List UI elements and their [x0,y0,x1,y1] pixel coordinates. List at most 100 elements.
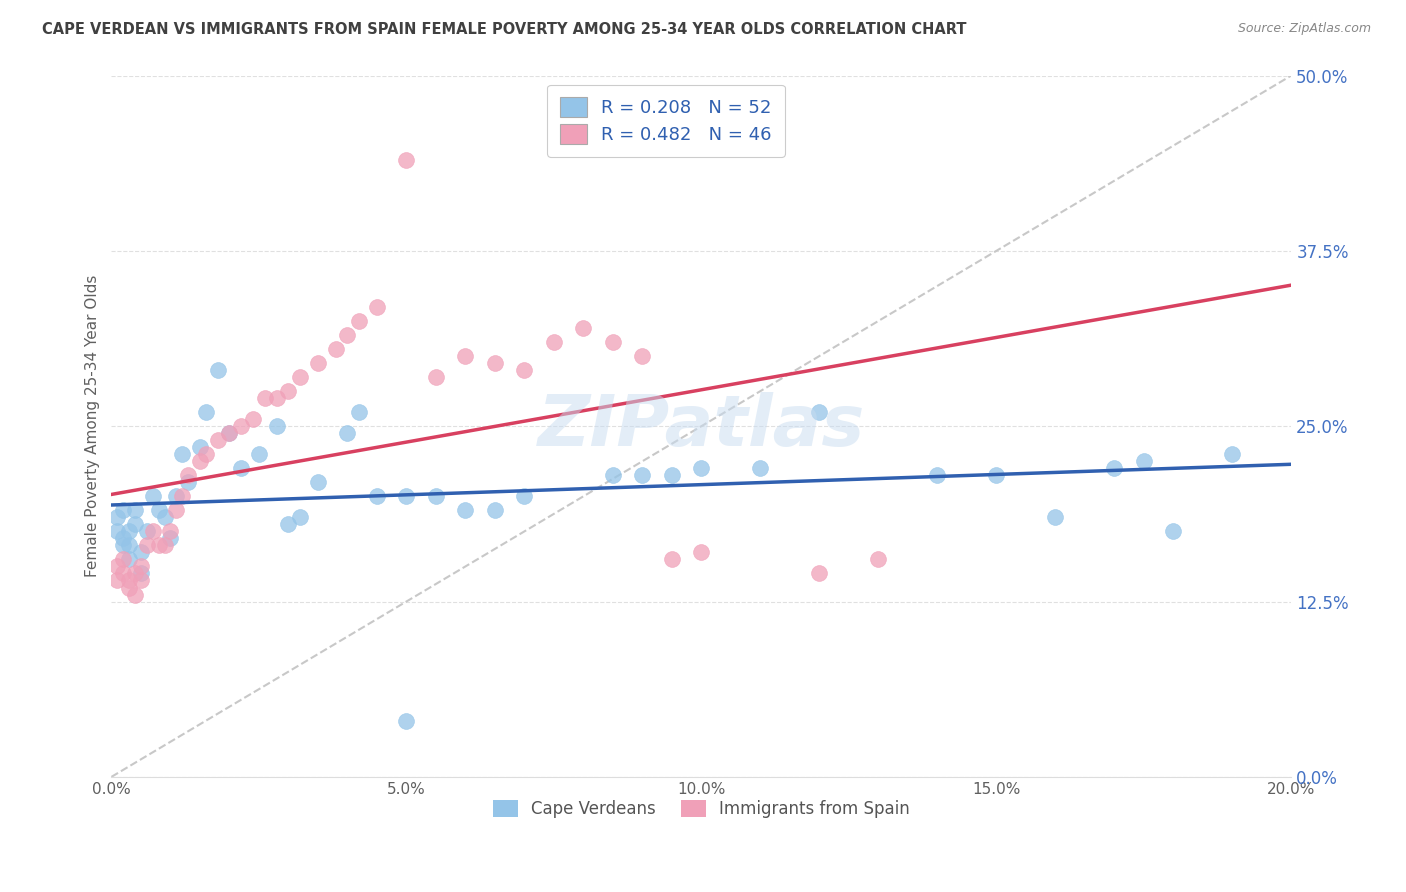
Point [124,566,146,581]
Point [425,370,447,384]
Text: ZIPatlas: ZIPatlas [537,392,865,460]
Point [307,475,329,490]
Point [247,447,270,461]
Point [148,538,170,552]
Point [631,468,654,483]
Point [454,349,477,363]
Point [218,426,240,441]
Point [129,566,152,581]
Point [124,587,146,601]
Point [112,552,135,566]
Point [690,545,713,559]
Point [543,334,565,349]
Point [153,538,176,552]
Point [135,538,157,552]
Point [177,475,200,490]
Point [231,461,253,475]
Point [165,503,187,517]
Point [513,489,536,503]
Point [325,342,347,356]
Point [395,714,418,728]
Point [207,434,229,448]
Point [986,468,1008,483]
Point [395,153,418,167]
Point [135,524,157,539]
Point [118,538,141,552]
Point [366,300,388,314]
Point [129,559,152,574]
Point [347,405,370,419]
Point [253,391,276,405]
Point [118,581,141,595]
Point [690,461,713,475]
Text: Source: ZipAtlas.com: Source: ZipAtlas.com [1237,22,1371,36]
Point [484,503,506,517]
Point [266,391,288,405]
Point [142,489,165,503]
Point [631,349,654,363]
Point [188,440,211,454]
Point [148,503,170,517]
Point [188,454,211,468]
Point [661,552,683,566]
Point [218,426,240,441]
Point [266,419,288,434]
Point [118,574,141,588]
Point [513,363,536,377]
Point [112,566,135,581]
Point [1104,461,1126,475]
Text: CAPE VERDEAN VS IMMIGRANTS FROM SPAIN FEMALE POVERTY AMONG 25-34 YEAR OLDS CORRE: CAPE VERDEAN VS IMMIGRANTS FROM SPAIN FE… [42,22,967,37]
Point [1220,447,1243,461]
Point [231,419,253,434]
Point [129,574,152,588]
Point [129,545,152,559]
Point [112,503,135,517]
Point [395,489,418,503]
Point [242,412,264,426]
Point [290,510,312,524]
Point [159,532,181,546]
Point [277,384,299,398]
Point [307,356,329,370]
Point [177,468,200,483]
Point [808,566,831,581]
Point [153,510,176,524]
Point [1133,454,1156,468]
Point [602,334,624,349]
Legend: Cape Verdeans, Immigrants from Spain: Cape Verdeans, Immigrants from Spain [486,793,917,824]
Point [277,517,299,532]
Y-axis label: Female Poverty Among 25-34 Year Olds: Female Poverty Among 25-34 Year Olds [86,275,100,577]
Point [347,314,370,328]
Point [290,370,312,384]
Point [118,552,141,566]
Point [572,321,595,335]
Point [484,356,506,370]
Point [172,447,194,461]
Point [336,328,359,343]
Point [366,489,388,503]
Point [112,538,135,552]
Point [1163,524,1185,539]
Point [749,461,772,475]
Point [808,405,831,419]
Point [194,405,217,419]
Point [165,489,187,503]
Point [172,489,194,503]
Point [207,363,229,377]
Point [142,524,165,539]
Point [124,517,146,532]
Point [454,503,477,517]
Point [105,524,128,539]
Point [105,559,128,574]
Point [1045,510,1067,524]
Point [105,574,128,588]
Point [602,468,624,483]
Point [336,426,359,441]
Point [194,447,217,461]
Point [112,532,135,546]
Point [661,468,683,483]
Point [105,510,128,524]
Point [118,524,141,539]
Point [124,503,146,517]
Point [927,468,949,483]
